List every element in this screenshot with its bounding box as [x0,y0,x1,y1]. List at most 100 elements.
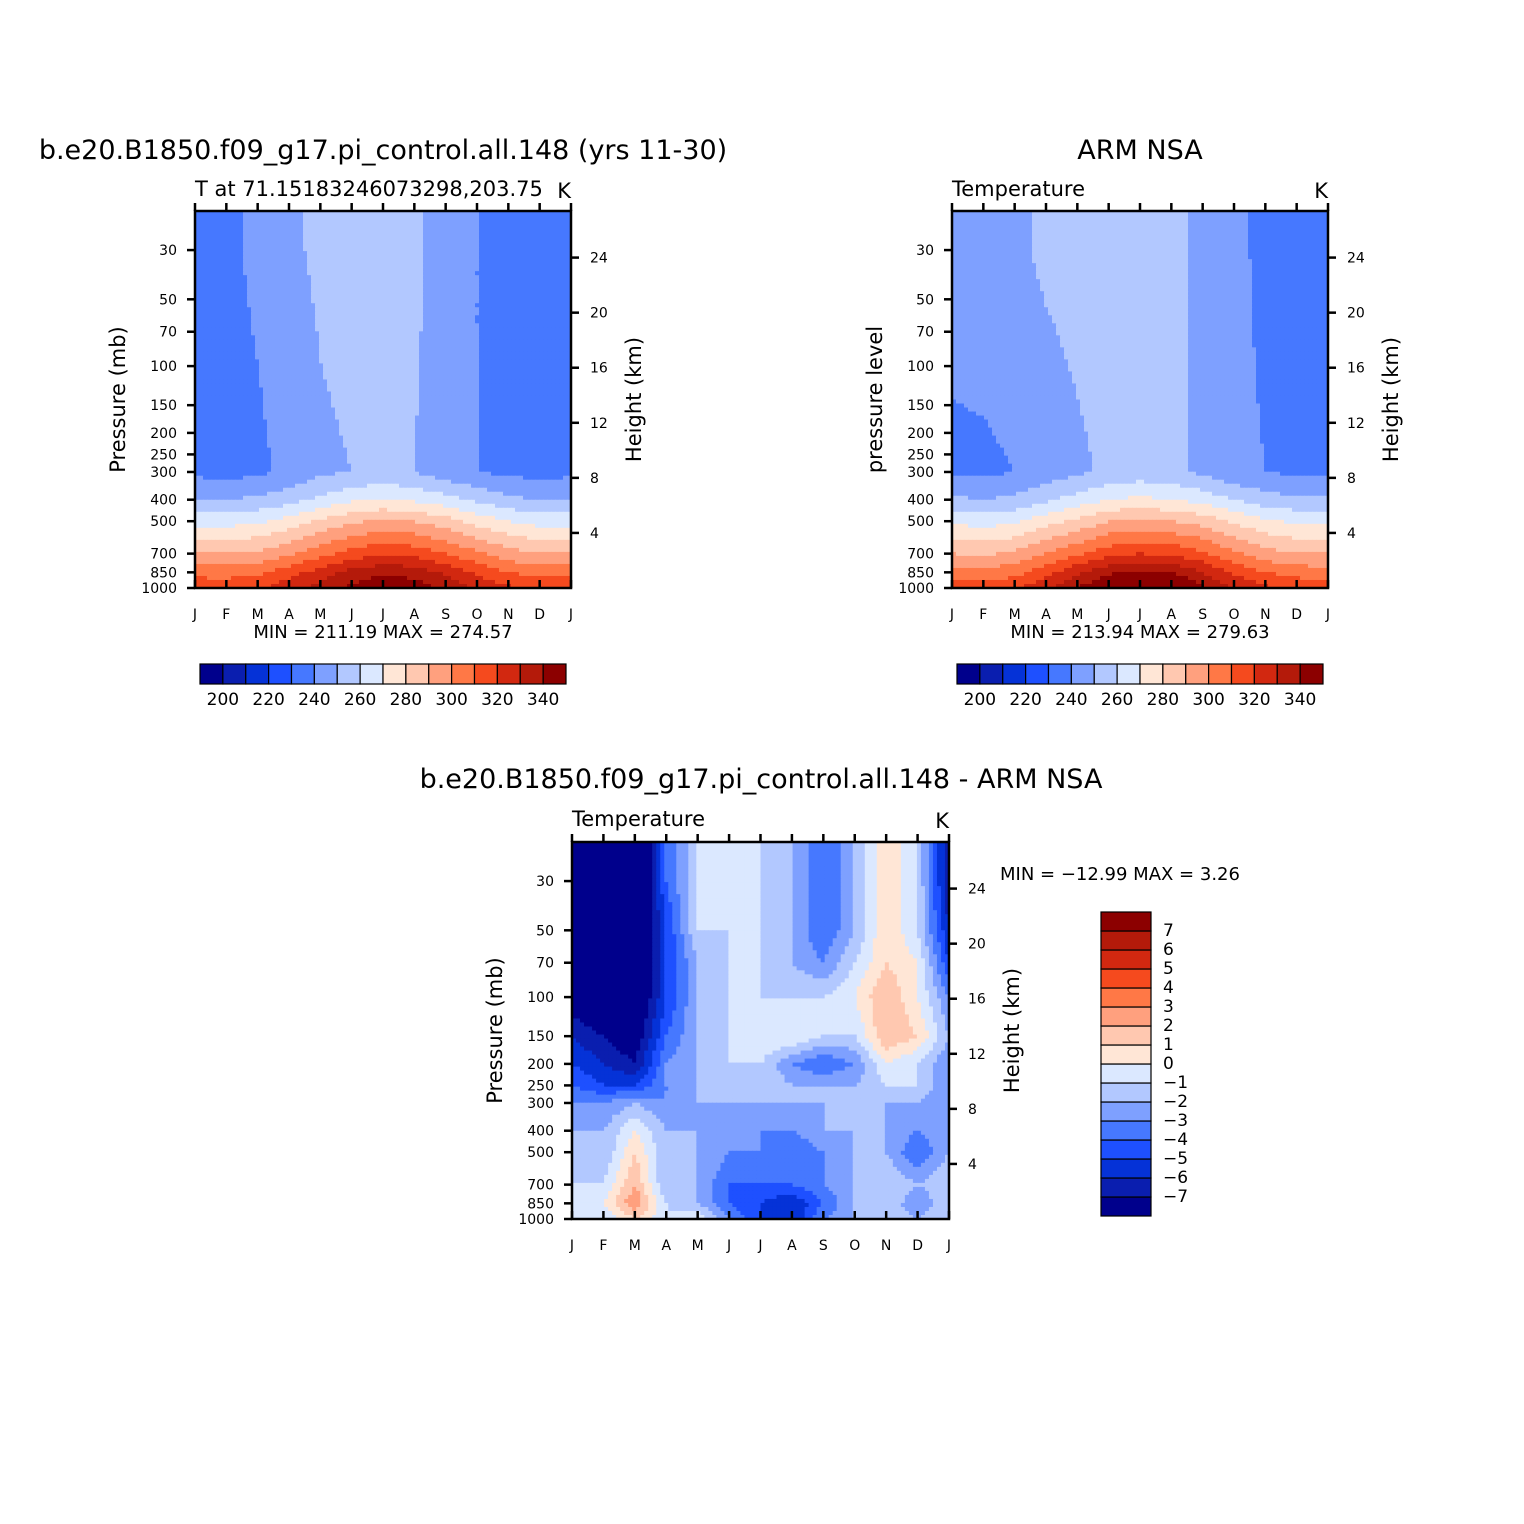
field-cell [455,239,460,244]
field-cell [231,275,236,280]
field-cell [267,259,272,264]
field-cell [367,331,372,336]
field-cell [275,412,280,417]
field-cell [459,404,464,409]
field-cell [539,243,544,248]
field-cell [331,400,336,405]
field-cell [211,311,216,316]
field-cell [523,287,528,292]
field-cell [547,247,552,252]
field-cell [375,355,380,360]
field-cell [371,311,376,316]
field-cell [343,279,348,284]
field-cell [471,255,476,260]
field-cell [499,331,504,336]
field-cell [411,323,416,328]
field-cell [235,215,240,220]
field-cell [199,267,204,272]
field-cell [335,259,340,264]
field-cell [495,271,500,276]
field-cell [551,219,556,224]
field-cell [523,323,528,328]
field-cell [519,311,524,316]
field-cell [487,400,492,405]
field-cell [423,247,428,252]
field-cell [419,303,424,308]
field-cell [271,363,276,368]
field-cell [287,391,292,396]
field-cell [243,339,248,344]
field-cell [303,279,308,284]
field-cell [443,287,448,292]
field-cell [435,275,440,280]
field-cell [335,339,340,344]
field-cell [307,311,312,316]
field-cell [235,391,240,396]
field-cell [483,311,488,316]
field-cell [207,359,212,364]
field-cell [487,311,492,316]
field-cell [523,267,528,272]
field-cell [411,400,416,405]
field-cell [223,395,228,400]
field-cell [251,219,256,224]
field-cell [459,355,464,360]
field-cell [243,335,248,340]
field-cell [295,291,300,296]
field-cell [347,275,352,280]
field-cell [295,375,300,380]
field-cell [247,319,252,324]
field-cell [391,331,396,336]
field-cell [323,263,328,268]
field-cell [447,275,452,280]
field-cell [395,347,400,352]
field-cell [487,267,492,272]
field-cell [315,347,320,352]
field-cell [351,339,356,344]
field-cell [559,339,564,344]
field-cell [551,319,556,324]
field-cell [251,255,256,260]
field-cell [439,283,444,288]
field-cell [487,347,492,352]
field-cell [547,323,552,328]
field-cell [323,351,328,356]
field-cell [427,271,432,276]
field-cell [431,367,436,372]
field-cell [507,408,512,413]
field-cell [511,291,516,296]
field-cell [447,299,452,304]
field-cell [467,243,472,248]
field-cell [343,247,348,252]
field-cell [323,235,328,240]
field-cell [227,391,232,396]
field-cell [535,267,540,272]
field-cell [343,307,348,312]
field-cell [323,331,328,336]
field-cell [319,235,324,240]
field-cell [375,299,380,304]
field-cell [431,287,436,292]
field-cell [235,243,240,248]
field-cell [475,379,480,384]
field-cell [291,359,296,364]
field-cell [283,303,288,308]
field-cell [379,231,384,236]
field-cell [547,367,552,372]
field-cell [415,243,420,248]
field-cell [339,255,344,260]
field-cell [363,363,368,368]
field-cell [355,315,360,320]
field-cell [311,271,316,276]
field-cell [423,343,428,348]
field-cell [535,387,540,392]
field-cell [283,387,288,392]
field-cell [455,303,460,308]
field-cell [259,400,264,405]
field-cell [207,383,212,388]
field-cell [407,239,412,244]
field-cell [551,287,556,292]
field-cell [535,295,540,300]
field-cell [235,239,240,244]
field-cell [463,299,468,304]
